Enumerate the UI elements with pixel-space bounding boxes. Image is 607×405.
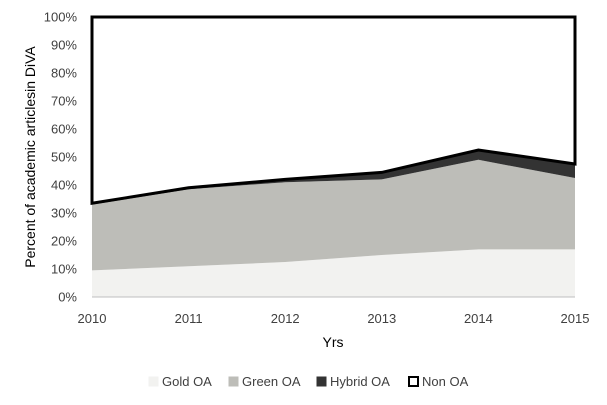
- x-tick-label: 2011: [175, 311, 203, 326]
- area-non-oa: [90, 15, 577, 205]
- legend-item-green-oa: Green OA: [228, 374, 301, 389]
- legend-label: Gold OA: [162, 374, 212, 389]
- y-tick-label: 30%: [51, 206, 77, 221]
- area-green-oa: [92, 159, 575, 271]
- x-tick-label: 2010: [78, 311, 107, 326]
- y-tick-labels: 0% 10% 20% 30% 40% 50% 60% 70% 80% 90% 100%: [44, 10, 78, 305]
- y-tick-label: 60%: [51, 122, 77, 137]
- legend: Gold OA Green OA Hybrid OA Non OA: [148, 374, 469, 389]
- legend-swatch: [228, 376, 239, 387]
- legend-item-gold-oa: Gold OA: [148, 374, 212, 389]
- y-tick-label: 90%: [51, 38, 77, 53]
- y-tick-label: 40%: [51, 178, 77, 193]
- y-tick-label: 70%: [51, 94, 77, 109]
- y-tick-label: 0%: [58, 290, 77, 305]
- y-tick-label: 100%: [44, 10, 78, 25]
- y-tick-label: 50%: [51, 150, 77, 165]
- legend-swatch: [316, 376, 327, 387]
- x-tick-label: 2013: [367, 311, 396, 326]
- legend-item-hybrid-oa: Hybrid OA: [316, 374, 390, 389]
- legend-label: Green OA: [242, 374, 301, 389]
- x-tick-label: 2012: [271, 311, 300, 326]
- legend-swatch: [148, 376, 159, 387]
- y-axis-title: Percent of academic articlesin DiVA: [22, 46, 38, 268]
- x-tick-label: 2015: [561, 311, 590, 326]
- x-tick-label: 2014: [464, 311, 493, 326]
- y-tick-label: 80%: [51, 66, 77, 81]
- x-tick-labels: 2010 2011 2012 2013 2014 2015: [78, 311, 590, 326]
- y-tick-label: 10%: [51, 262, 77, 277]
- legend-label: Non OA: [422, 374, 469, 389]
- area-series-group: [90, 15, 577, 297]
- legend-item-non-oa: Non OA: [408, 374, 469, 389]
- x-axis-title: Yrs: [323, 334, 344, 350]
- legend-label: Hybrid OA: [330, 374, 390, 389]
- y-tick-label: 20%: [51, 234, 77, 249]
- area-gold-oa: [92, 249, 575, 297]
- legend-swatch: [408, 376, 419, 387]
